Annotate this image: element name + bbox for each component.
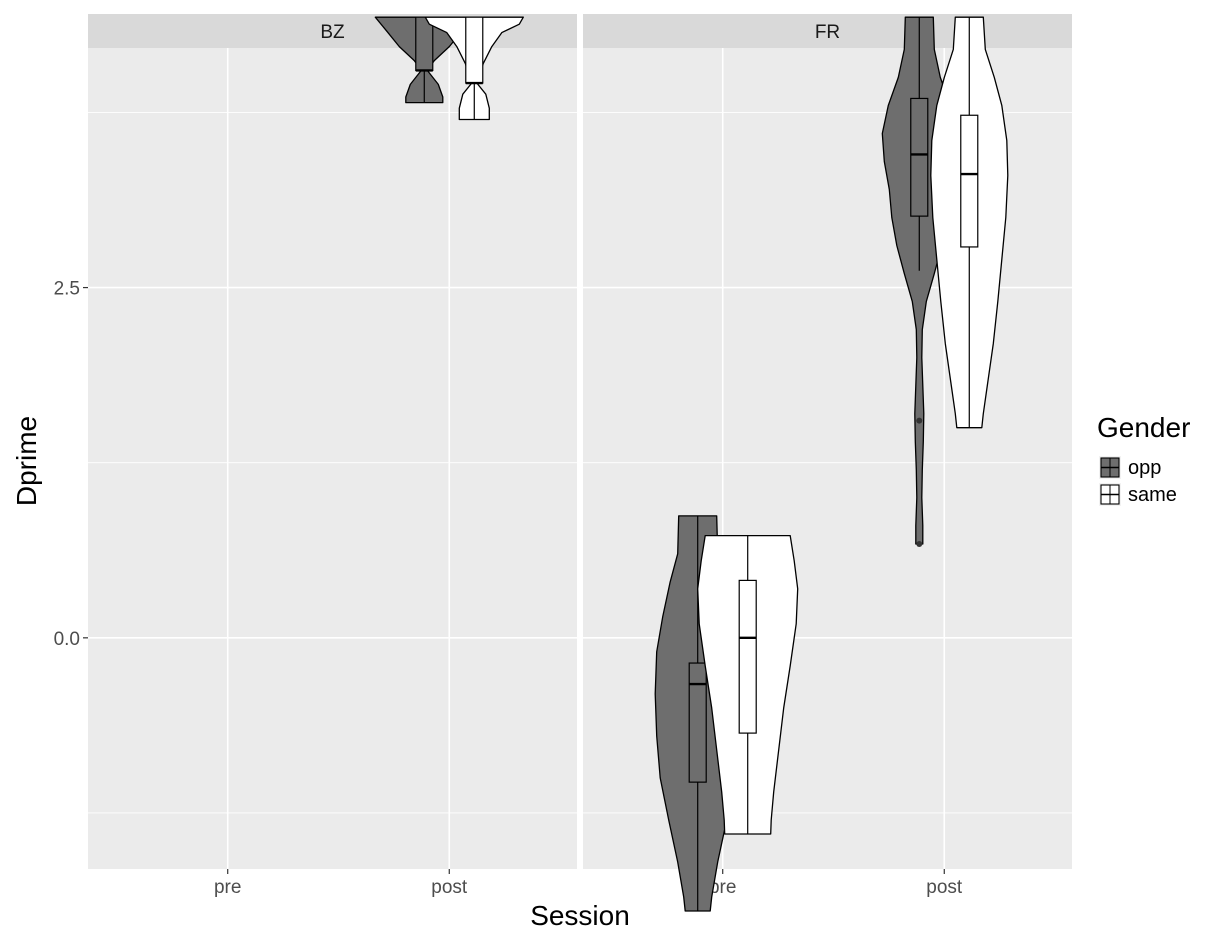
legend-entry-opp: opp bbox=[1099, 456, 1161, 479]
panel-background bbox=[88, 48, 577, 869]
box-iqr bbox=[910, 97, 929, 217]
box-iqr bbox=[465, 16, 484, 84]
legend-entry-same: same bbox=[1099, 483, 1177, 506]
box-iqr bbox=[738, 579, 757, 734]
violin-bz-post-opp bbox=[374, 16, 474, 104]
facet-panels: BZ pre post FR pre post bbox=[88, 14, 1072, 912]
legend-title: Gender bbox=[1097, 412, 1190, 443]
legend-label: same bbox=[1128, 484, 1177, 506]
violin-fr-post-same bbox=[930, 16, 1009, 429]
violin-fr-pre-same bbox=[697, 534, 799, 835]
facet-bz: BZ pre post bbox=[88, 14, 577, 898]
y-axis: 0.0 2.5 bbox=[54, 279, 88, 650]
y-axis-title: Dprime bbox=[11, 416, 42, 506]
box-iqr bbox=[960, 114, 979, 248]
x-tick-label: post bbox=[926, 877, 963, 898]
x-axis-title: Session bbox=[530, 900, 630, 927]
x-tick-label: post bbox=[431, 877, 468, 898]
x-tick-label: pre bbox=[214, 877, 241, 898]
legend: Gender opp same bbox=[1097, 412, 1190, 506]
violin-bz-post-same bbox=[424, 16, 524, 121]
y-tick-label: 2.5 bbox=[54, 279, 80, 300]
facet-strip-label: FR bbox=[815, 22, 840, 43]
facet-strip-label: BZ bbox=[320, 22, 345, 43]
facet-strip bbox=[583, 14, 1072, 48]
box-iqr bbox=[688, 662, 707, 783]
outlier-point bbox=[916, 540, 923, 547]
x-tick-label: pre bbox=[709, 877, 736, 898]
y-tick-label: 0.0 bbox=[54, 629, 80, 650]
outlier-point bbox=[916, 417, 923, 424]
legend-label: opp bbox=[1128, 457, 1161, 479]
